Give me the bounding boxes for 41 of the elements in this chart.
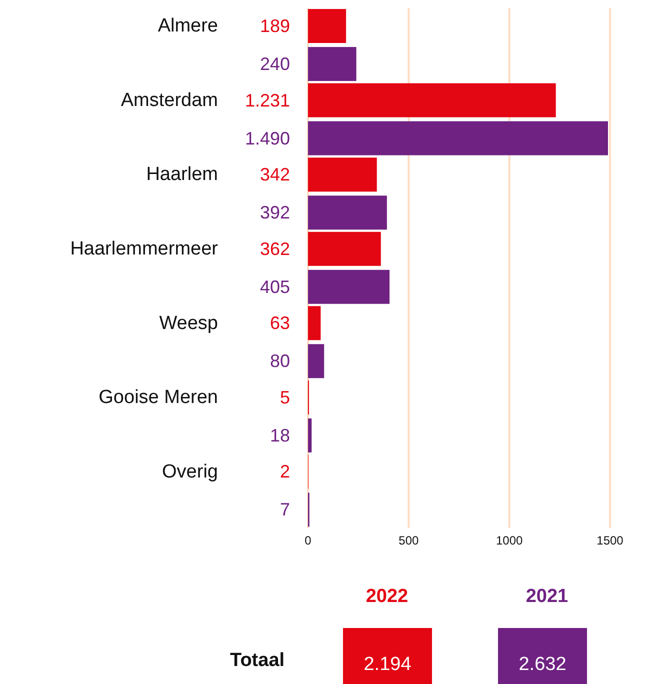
data-label: 392 bbox=[260, 202, 290, 223]
data-label: 1.231 bbox=[244, 90, 290, 110]
bar bbox=[308, 158, 377, 192]
bar bbox=[308, 121, 608, 156]
bar bbox=[308, 232, 381, 266]
bar bbox=[308, 83, 556, 118]
y-tick-label: Weesp bbox=[159, 312, 218, 334]
text: 2.632 bbox=[518, 654, 566, 676]
y-tick-label: Haarlemmermeer bbox=[70, 238, 219, 260]
data-label: 362 bbox=[260, 238, 290, 259]
bar bbox=[308, 306, 321, 340]
data-label: 405 bbox=[260, 276, 290, 297]
bar bbox=[308, 47, 356, 81]
data-label: 80 bbox=[270, 351, 290, 372]
data-label: 1.490 bbox=[244, 128, 290, 148]
bar bbox=[308, 196, 387, 230]
data-label: 342 bbox=[260, 164, 290, 185]
bar bbox=[308, 270, 390, 304]
y-tick-label: Haarlem bbox=[146, 164, 218, 186]
y-tick-label: Gooise Meren bbox=[98, 387, 218, 408]
y-tick-label: Amsterdam bbox=[120, 90, 218, 111]
bar bbox=[308, 418, 312, 452]
y-tick-label: Overig bbox=[162, 461, 218, 482]
text: Totaal bbox=[230, 650, 285, 672]
data-label: 63 bbox=[270, 313, 290, 334]
data-label: 5 bbox=[280, 387, 290, 408]
x-tick-label: 500 bbox=[398, 534, 419, 548]
data-label: 18 bbox=[270, 425, 290, 446]
text: 2.194 bbox=[364, 654, 412, 676]
data-label: 2 bbox=[280, 462, 290, 482]
x-tick-label: 1500 bbox=[596, 534, 624, 548]
text: 2022 bbox=[364, 586, 410, 608]
data-label: 240 bbox=[260, 54, 290, 74]
data-label: 7 bbox=[280, 500, 290, 520]
bar bbox=[308, 9, 346, 43]
text: 2021 bbox=[524, 586, 570, 608]
bar bbox=[308, 344, 324, 378]
x-tick-label: 1000 bbox=[496, 534, 524, 548]
x-tick-label: 0 bbox=[304, 534, 312, 548]
y-tick-label: Almere bbox=[158, 16, 218, 37]
data-label: 189 bbox=[260, 16, 290, 36]
